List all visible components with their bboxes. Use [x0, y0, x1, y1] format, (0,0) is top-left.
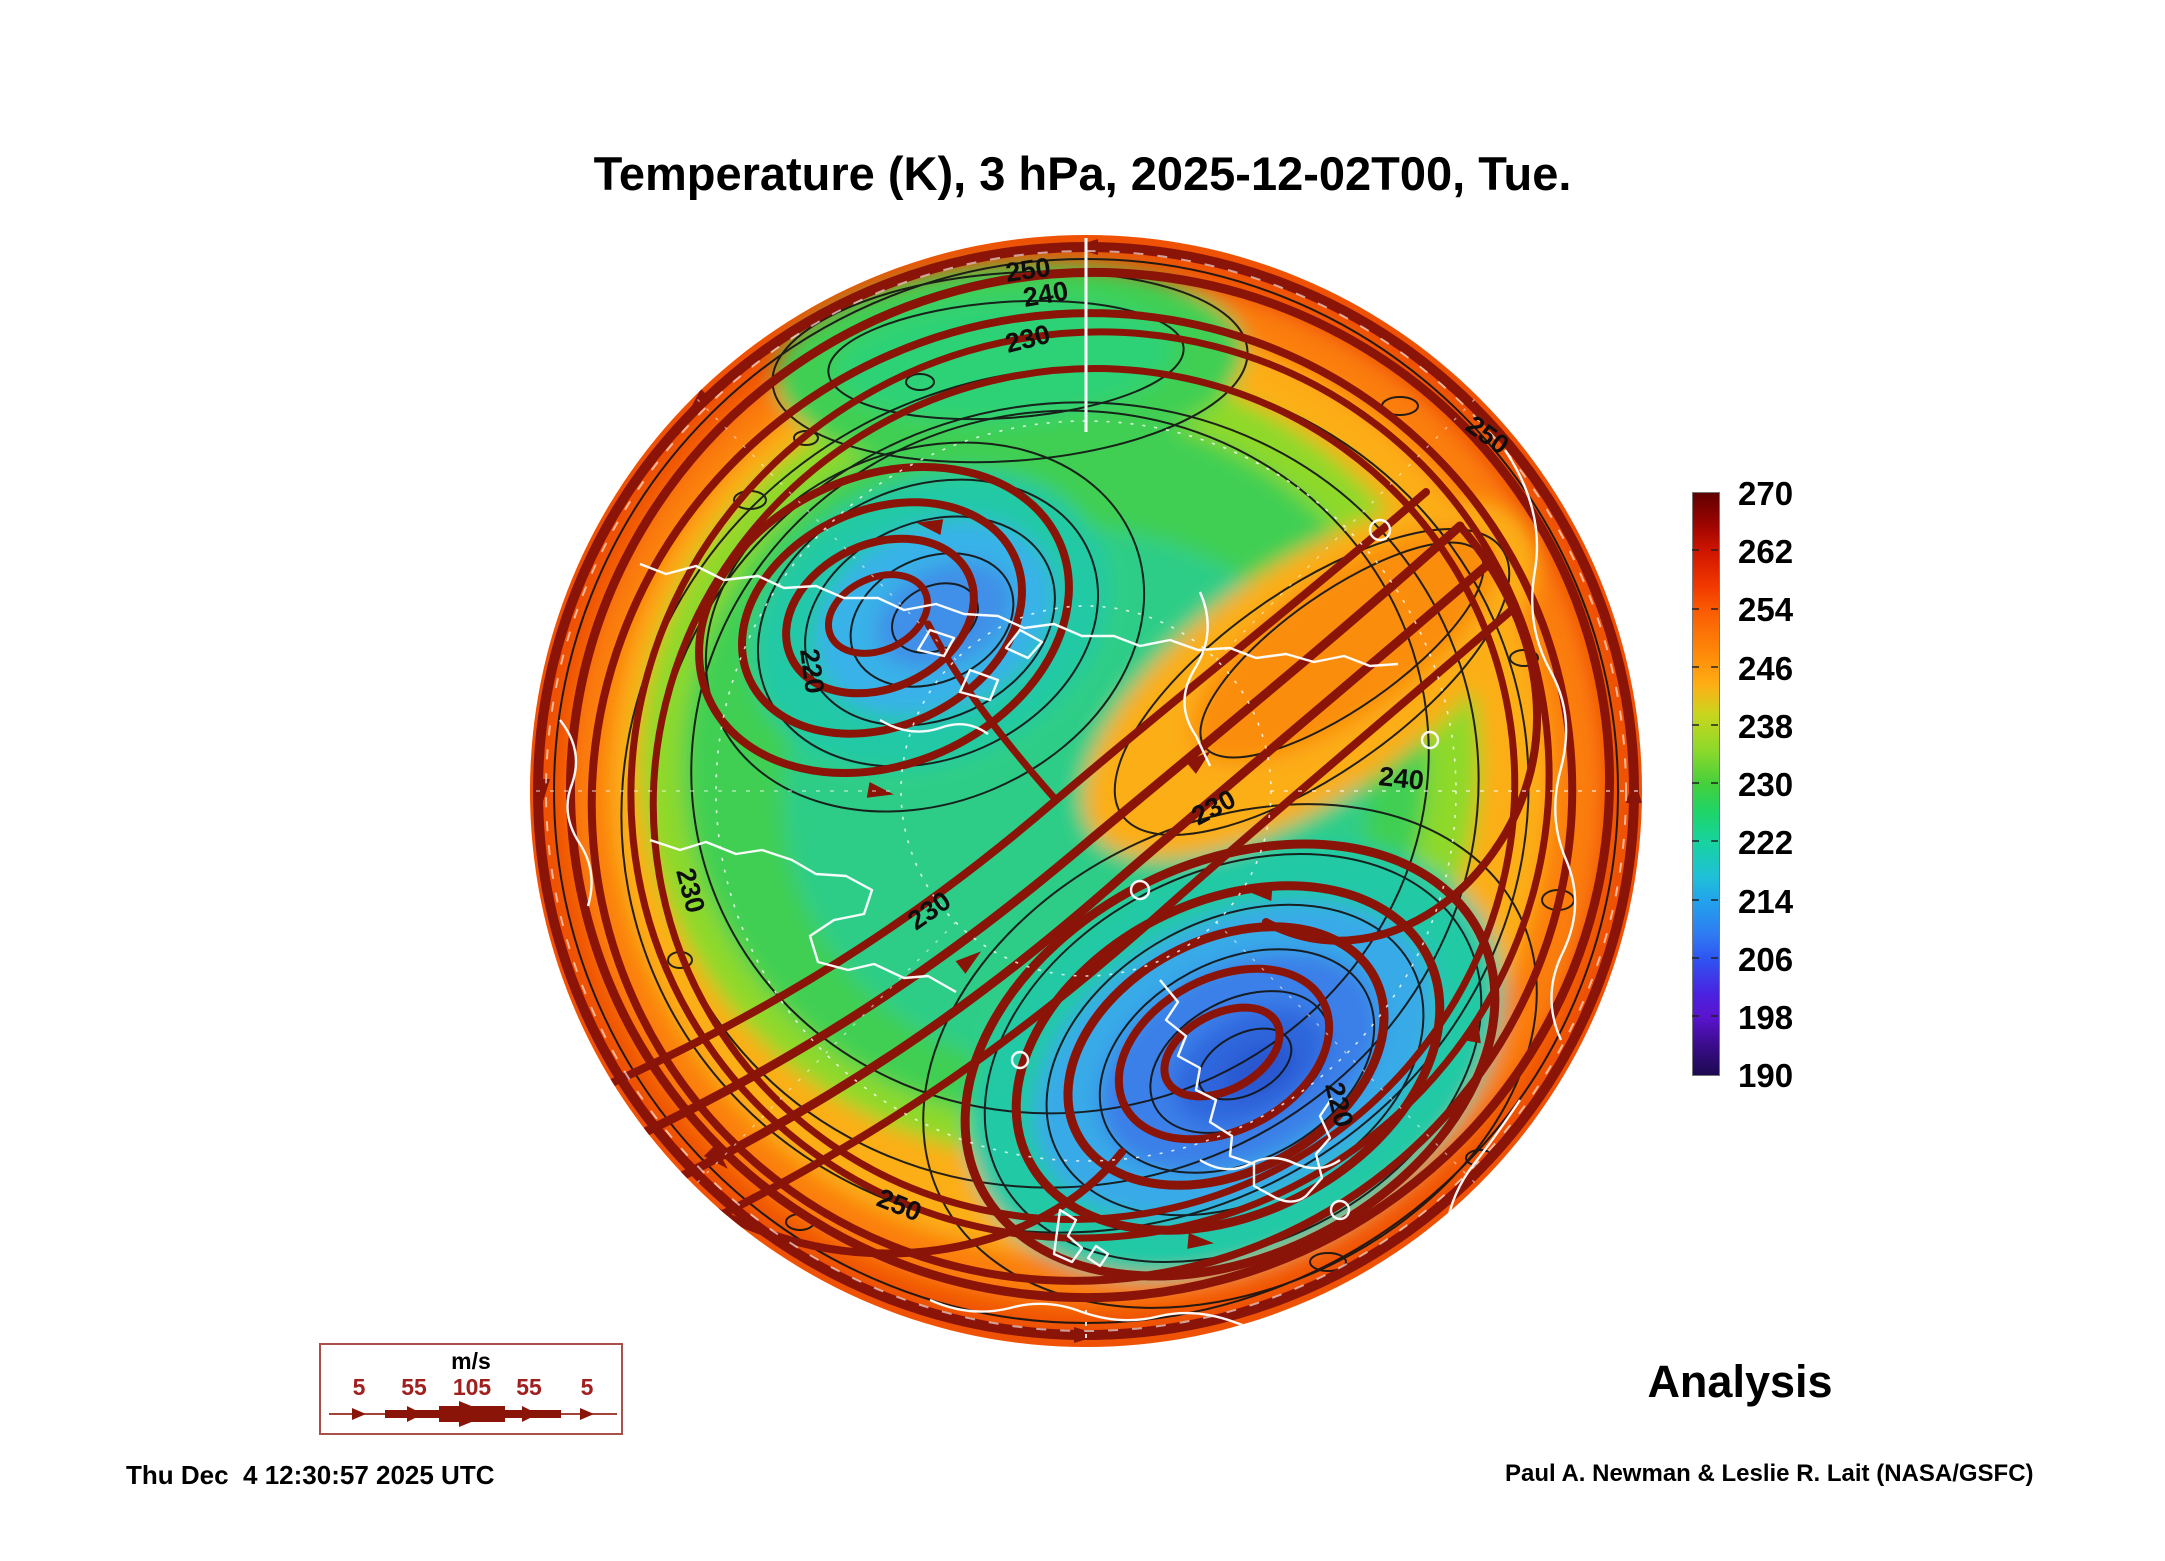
wind-unit-label: m/s [451, 1348, 491, 1374]
globe-svg: 250 240 230 220 230 230 240 230 220 250 … [530, 235, 1642, 1347]
colorbar-label: 246 [1738, 650, 1794, 687]
wind-legend-svg: m/s 5 55 105 55 5 [329, 1348, 617, 1427]
colorbar [1692, 492, 1720, 1076]
colorbar-label: 270 [1738, 475, 1794, 512]
colorbar-label: 230 [1738, 766, 1794, 803]
contour-label: 250 [1004, 252, 1053, 288]
credit-line: Paul A. Newman & Leslie R. Lait (NASA/GS… [1505, 1460, 2034, 1487]
colorbar-label: 222 [1738, 824, 1794, 861]
colorbar-label: 238 [1738, 708, 1794, 745]
contour-label: 220 [794, 647, 830, 696]
wind-arrow-scale [329, 1401, 617, 1427]
generation-timestamp: Thu Dec 4 12:30:57 2025 UTC [126, 1460, 495, 1490]
wind-tick-label: 5 [353, 1374, 366, 1400]
globe-map: 250 240 230 220 230 230 240 230 220 250 … [500, 200, 1680, 1380]
colorbar-label: 206 [1738, 941, 1794, 978]
graticule [536, 238, 1640, 1344]
analysis-label: Analysis [1647, 1356, 1833, 1407]
page-title: Temperature (K), 3 hPa, 2025-12-02T00, T… [593, 147, 1572, 200]
colorbar-label: 198 [1738, 999, 1794, 1036]
wind-tick-label: 5 [581, 1374, 594, 1400]
colorbar-label: 190 [1738, 1057, 1794, 1094]
colorbar-label: 254 [1738, 591, 1794, 628]
wind-tick-label: 55 [401, 1374, 427, 1400]
contour-label: 240 [1377, 761, 1425, 796]
wind-tick-label: 55 [516, 1374, 542, 1400]
wind-tick-label: 105 [453, 1374, 492, 1400]
coastlines [559, 449, 1577, 1333]
wind-speed-legend: m/s 5 55 105 55 5 [319, 1343, 623, 1435]
colorbar-label: 214 [1738, 883, 1794, 920]
wind-streamlines [533, 242, 1639, 1340]
colorbar-label: 262 [1738, 533, 1794, 570]
